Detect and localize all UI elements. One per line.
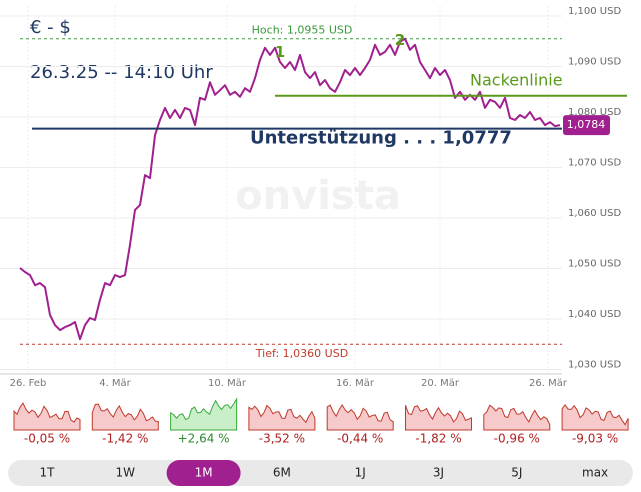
sparkline [326,404,394,431]
period-change: -0,05 % [24,432,70,446]
period-button[interactable]: max [582,466,608,480]
x-tick-label: 26. Feb [10,378,47,389]
sparkline [483,404,551,431]
x-tick-label: 16. Mär [336,378,375,389]
watermark: onvista [235,173,401,219]
sparkline [13,402,81,431]
sparkline [91,403,159,431]
period-change: -1,82 % [415,432,461,446]
low-label: Tief: 1,0360 USD [255,347,348,360]
neckline-label: Nackenlinie [470,70,563,89]
y-tick-label: 1,070 USD [568,158,621,169]
period-bar [8,460,633,486]
x-tick-label: 26. Mär [529,378,568,389]
period-button[interactable]: 5J [511,466,522,480]
y-tick-label: 1,100 USD [568,6,621,17]
peak-label: 2 [395,31,405,49]
x-tick-label: 10. Mär [208,378,247,389]
x-tick-label: 20. Mär [421,378,460,389]
period-button[interactable]: 1W [116,466,136,480]
period-button[interactable]: 1M [195,466,213,480]
chart-title: € - $ [30,17,71,38]
period-button[interactable]: 6M [273,466,291,480]
peak-label: 1 [275,43,285,61]
y-tick-label: 1,080 USD [568,107,621,118]
period-change: -0,44 % [337,432,383,446]
period-change: -3,52 % [259,432,305,446]
last-value-label: 1,0784 [567,118,606,131]
chart-subtitle: 26.3.25 -- 14:10 Uhr [30,62,213,83]
sparkline [561,404,629,431]
sparkline [405,405,472,431]
period-change: -0,96 % [494,432,540,446]
last-value-badge [563,115,610,136]
support-label: Unterstützung . . . 1,0777 [250,128,512,149]
period-change: -1,42 % [102,432,148,446]
y-tick-label: 1,050 USD [568,259,621,270]
y-tick-label: 1,030 USD [568,360,621,371]
active-period [166,460,241,486]
y-tick-label: 1,040 USD [568,309,621,320]
high-label: Hoch: 1,0955 USD [252,24,353,37]
y-tick-label: 1,060 USD [568,208,621,219]
period-change: +2,64 % [178,432,230,446]
period-button[interactable]: 1J [355,466,366,480]
x-tick-label: 4. Mär [99,378,131,389]
period-button[interactable]: 1T [40,466,56,480]
sparkline [170,397,238,431]
period-change: -9,03 % [572,432,618,446]
period-button[interactable]: 3J [433,466,444,480]
sparkline [248,404,316,431]
y-tick-label: 1,090 USD [568,57,621,68]
